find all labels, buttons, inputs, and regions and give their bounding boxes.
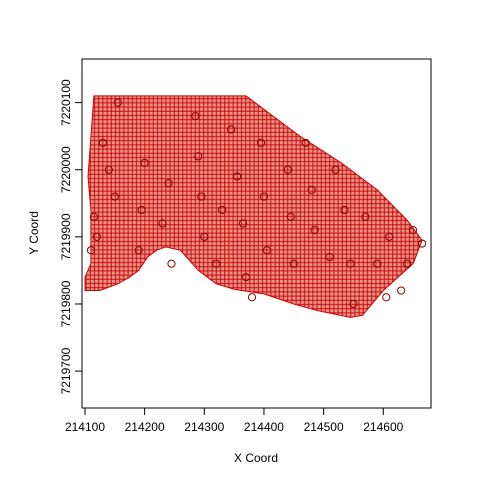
data-point — [310, 226, 319, 235]
prediction-grid-crosses — [85, 95, 423, 318]
data-point — [167, 259, 176, 268]
data-point — [227, 125, 236, 134]
data-point — [200, 232, 209, 241]
data-point — [134, 246, 143, 255]
data-point — [197, 192, 206, 201]
data-point — [403, 259, 412, 268]
x-tick-label: 214200 — [125, 420, 165, 434]
data-point — [286, 212, 295, 221]
data-point — [301, 138, 310, 147]
data-point — [191, 111, 200, 121]
x-tick-label: 214600 — [363, 420, 403, 434]
data-point — [140, 158, 149, 168]
data-point — [98, 138, 107, 147]
data-point — [409, 226, 418, 235]
x-axis-label: X Coord — [234, 451, 278, 465]
data-point — [349, 299, 358, 309]
data-point — [233, 172, 242, 181]
data-point — [346, 259, 355, 268]
data-point — [164, 179, 173, 188]
y-tick-label: 7220100 — [59, 79, 73, 126]
data-point — [92, 232, 102, 241]
data-point — [247, 293, 257, 302]
data-point — [89, 212, 99, 221]
data-point — [194, 152, 203, 161]
data-point — [382, 293, 391, 302]
data-point — [110, 192, 119, 201]
y-axis-label: Y Coord — [27, 211, 41, 255]
data-point — [259, 192, 269, 201]
data-point — [256, 138, 266, 147]
data-point — [289, 259, 298, 268]
data-point — [417, 239, 427, 248]
data-point — [86, 246, 96, 255]
data-point — [373, 259, 382, 268]
data-point — [397, 286, 406, 295]
x-tick-label: 214300 — [184, 420, 224, 434]
data-point — [325, 252, 334, 262]
data-point — [283, 165, 292, 174]
y-axis: 7219700 7219800 7219900 7220000 7220100 — [59, 79, 83, 394]
data-point — [241, 273, 251, 282]
data-point — [238, 219, 248, 228]
data-point — [104, 165, 113, 174]
x-tick-label: 214500 — [304, 420, 344, 434]
y-tick-label: 7219800 — [59, 280, 73, 327]
y-tick-label: 7220000 — [59, 146, 73, 193]
x-tick-label: 214400 — [244, 420, 284, 434]
data-point — [385, 232, 394, 241]
y-tick-label: 7219700 — [59, 347, 73, 394]
data-point — [307, 185, 316, 194]
data-point — [361, 212, 370, 221]
sample-points — [86, 98, 427, 309]
data-point — [218, 205, 227, 215]
data-point — [212, 259, 221, 268]
x-tick-label: 214100 — [65, 420, 105, 434]
x-axis: 214100 214200 214300 214400 214500 214600 — [65, 407, 404, 434]
plot-area — [84, 95, 427, 318]
data-point — [262, 246, 272, 255]
data-point — [137, 205, 146, 215]
data-point — [113, 98, 122, 107]
y-tick-label: 7219900 — [59, 213, 73, 260]
data-point — [158, 219, 167, 228]
data-point — [340, 205, 349, 215]
data-point — [331, 165, 340, 174]
